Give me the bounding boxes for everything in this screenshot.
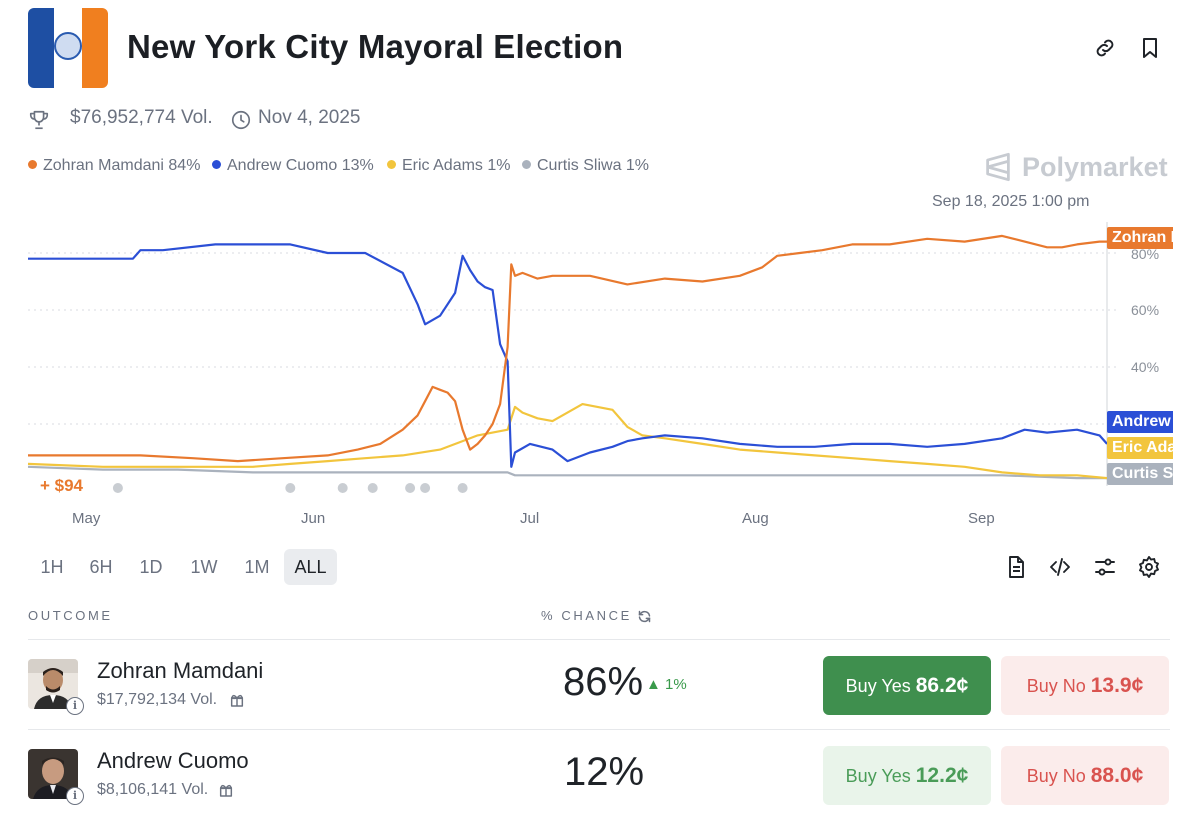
outcome-row-cuomo[interactable]: i Andrew Cuomo $8,106,141 Vol. 12% Buy Y… (28, 730, 1170, 818)
outcome-row-mamdani[interactable]: i Zohran Mamdani $17,792,134 Vol. 86% ▲ … (28, 640, 1170, 730)
market-header: New York City Mayoral Election (28, 8, 1172, 90)
range-1m-button[interactable]: 1M (244, 557, 270, 577)
refresh-icon[interactable] (637, 609, 652, 624)
activity-marker[interactable] (285, 483, 296, 493)
legend-item-mamdani: Zohran Mamdani 84% (28, 157, 200, 175)
range-6h-button[interactable]: 6H (89, 557, 113, 577)
buy-yes-button[interactable]: Buy Yes 86.2¢ (823, 656, 991, 715)
end-tag-sliwa: Curtis Sliwa (1107, 463, 1173, 485)
pnl-label: + $94 (40, 476, 84, 495)
activity-marker[interactable] (405, 483, 416, 493)
series-line-andrew-cuomo[interactable] (28, 243, 1108, 468)
chance-delta: ▲ 1% (646, 676, 687, 693)
y-tick-label: 60% (1131, 302, 1160, 318)
chance-value: 12% (564, 750, 645, 794)
series-line-zohran-mamdani[interactable] (28, 234, 1107, 463)
range-all-button[interactable]: ALL (284, 549, 337, 585)
trophy-icon (29, 110, 49, 130)
y-tick-label: 80% (1131, 246, 1160, 262)
series-line-eric-adams[interactable] (27, 403, 1108, 480)
link-icon[interactable] (1093, 36, 1117, 60)
buy-no-button[interactable]: Buy No 13.9¢ (1001, 656, 1169, 715)
gift-icon[interactable] (229, 692, 245, 708)
end-tag-cuomo: Andrew Cuomo (1107, 411, 1173, 433)
x-tick-label: Jul (520, 510, 540, 527)
info-icon[interactable]: i (66, 787, 84, 805)
x-tick-label: Jun (301, 510, 326, 527)
market-title: New York City Mayoral Election (127, 28, 624, 65)
range-1d-button[interactable]: 1D (139, 557, 163, 577)
activity-marker[interactable] (367, 483, 378, 493)
up-arrow-icon: ▲ (646, 676, 661, 693)
y-tick-label: 40% (1131, 359, 1160, 375)
candidate-name: Andrew Cuomo (97, 748, 249, 773)
sliders-icon[interactable] (1093, 555, 1117, 579)
city-seal-icon (54, 32, 82, 60)
avatar (28, 749, 78, 799)
candidate-volume: $17,792,134 Vol. (97, 691, 218, 708)
divider (28, 729, 1170, 730)
outcome-column-header: OUTCOME (28, 608, 113, 623)
buy-no-button[interactable]: Buy No 88.0¢ (1001, 746, 1169, 805)
x-tick-label: Sep (968, 510, 995, 527)
gift-icon[interactable] (218, 782, 234, 798)
bookmark-icon[interactable] (1138, 36, 1162, 60)
activity-marker[interactable] (112, 483, 123, 493)
chance-column-header: % CHANCE (541, 608, 632, 623)
candidate-name: Zohran Mamdani (97, 658, 264, 683)
price-history-chart[interactable] (0, 195, 1200, 535)
chart-timestamp: Sep 18, 2025 1:00 pm (932, 193, 1090, 210)
info-icon[interactable]: i (66, 697, 84, 715)
legend-item-adams: Eric Adams 1% (387, 157, 510, 175)
candidate-volume: $8,106,141 Vol. (97, 781, 209, 798)
series-line-curtis-sliwa[interactable] (27, 465, 1107, 480)
activity-marker[interactable] (457, 483, 468, 493)
settings-gear-icon[interactable] (1137, 555, 1161, 579)
range-1w-button[interactable]: 1W (190, 557, 218, 577)
end-tag-mamdani: Zohran Mamdani (1107, 227, 1173, 249)
nyc-flag-logo (28, 8, 108, 88)
end-date: Nov 4, 2025 (258, 107, 361, 128)
divider (28, 639, 1170, 640)
activity-marker[interactable] (337, 483, 348, 493)
document-icon[interactable] (1004, 555, 1028, 579)
chance-value: 86% (563, 660, 644, 704)
total-volume: $76,952,774 Vol. (70, 107, 213, 128)
range-1h-button[interactable]: 1H (40, 557, 64, 577)
activity-marker[interactable] (420, 483, 431, 493)
buy-yes-button[interactable]: Buy Yes 12.2¢ (823, 746, 991, 805)
legend-item-cuomo: Andrew Cuomo 13% (212, 157, 374, 175)
polymarket-logo-icon (986, 152, 1010, 182)
embed-code-icon[interactable] (1048, 555, 1072, 579)
legend-item-sliwa: Curtis Sliwa 1% (522, 157, 649, 175)
x-tick-label: May (72, 510, 101, 527)
end-tag-adams: Eric Adams (1107, 437, 1173, 459)
x-tick-label: Aug (742, 510, 769, 527)
clock-icon (231, 110, 251, 130)
